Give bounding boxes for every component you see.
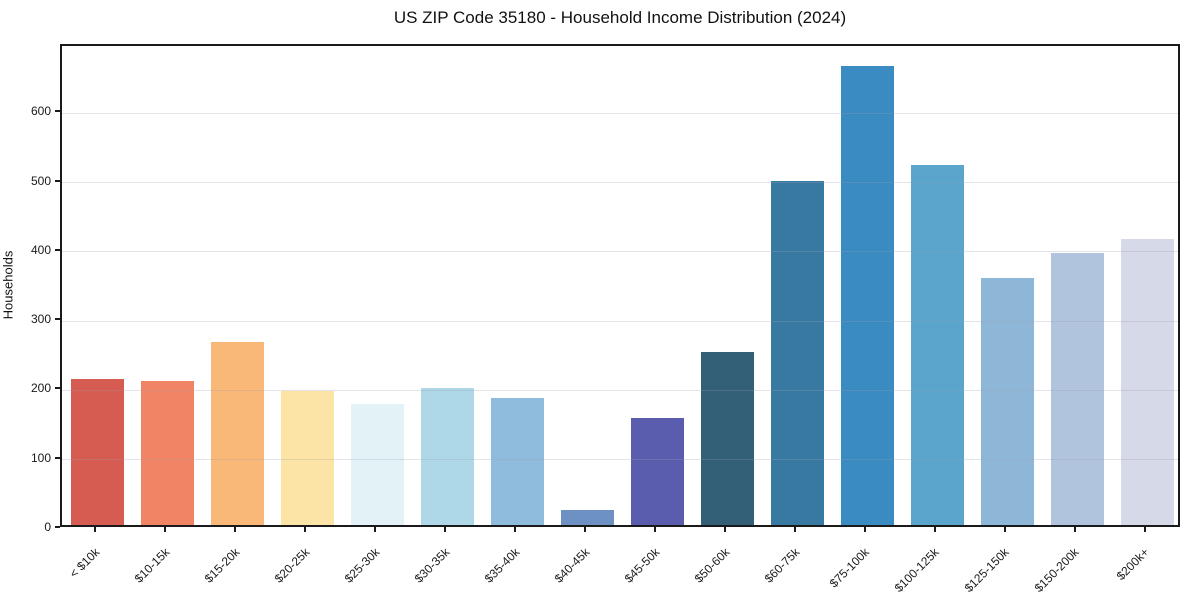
x-tick-label-15: $150-200k: [1031, 545, 1082, 595]
x-tick-label-12: $75-100k: [826, 545, 872, 591]
bar-9: [631, 418, 684, 525]
x-tick-mark-7: [514, 527, 516, 532]
plot-area: [60, 44, 1180, 527]
x-tick-label-7: $35-40k: [481, 545, 522, 586]
bar-14: [981, 278, 1034, 525]
bar-1: [71, 379, 124, 525]
x-tick-label-13: $100-125k: [891, 545, 942, 595]
gridline-500: [62, 182, 1178, 183]
x-tick-mark-5: [374, 527, 376, 532]
x-tick-label-1: < $10k: [66, 545, 102, 581]
y-tick-label-300: 300: [30, 312, 51, 327]
bar-16: [1121, 239, 1174, 525]
y-axis-title-text: Households: [0, 250, 16, 320]
gridline-400: [62, 251, 1178, 253]
bar-15: [1051, 253, 1104, 525]
y-tick-label-100: 100: [30, 450, 51, 465]
x-tick-mark-11: [794, 527, 796, 532]
x-tick-label-14: $125-150k: [961, 545, 1012, 595]
y-tick-label-500: 500: [30, 173, 51, 188]
bar-5: [351, 404, 404, 525]
x-tick-mark-3: [234, 527, 236, 532]
x-tick-mark-16: [1144, 527, 1146, 532]
x-tick-label-9: $45-50k: [621, 545, 662, 586]
x-tick-mark-12: [864, 527, 866, 532]
bar-8: [561, 510, 614, 525]
y-tick-mark-600: [55, 110, 60, 113]
x-tick-label-16: $200k+: [1113, 545, 1152, 584]
bar-4: [281, 391, 334, 525]
gridline-200: [62, 389, 1178, 391]
bar-12: [841, 66, 894, 525]
bar-7: [491, 398, 544, 525]
x-tick-label-4: $20-25k: [271, 545, 312, 586]
x-tick-mark-2: [164, 527, 166, 532]
bar-10: [701, 352, 754, 525]
bar-3: [211, 342, 264, 525]
x-tick-mark-9: [654, 527, 656, 532]
y-tick-label-200: 200: [30, 381, 51, 396]
x-tick-label-8: $40-45k: [551, 545, 592, 586]
y-tick-mark-300: [55, 318, 60, 321]
y-tick-mark-200: [55, 387, 60, 390]
bar-13: [911, 165, 964, 525]
x-tick-mark-13: [934, 527, 936, 532]
gridline-300: [62, 320, 1178, 322]
x-tick-mark-1: [94, 527, 96, 532]
x-tick-label-6: $30-35k: [411, 545, 452, 586]
x-tick-mark-10: [724, 527, 726, 532]
gridline-600: [62, 112, 1178, 114]
y-tick-mark-0: [55, 526, 60, 528]
chart-title: US ZIP Code 35180 - Household Income Dis…: [393, 8, 847, 27]
y-tick-mark-100: [55, 456, 60, 459]
x-tick-mark-4: [304, 527, 306, 532]
x-tick-label-3: $15-20k: [201, 545, 242, 586]
bar-2: [141, 381, 194, 525]
bar-11: [771, 181, 824, 525]
x-tick-label-10: $50-60k: [691, 545, 732, 586]
x-tick-label-2: $10-15k: [131, 545, 172, 586]
y-tick-mark-400: [55, 248, 60, 251]
x-tick-mark-14: [1004, 527, 1006, 532]
gridline-100: [62, 459, 1178, 461]
x-tick-mark-15: [1074, 527, 1076, 532]
x-tick-mark-8: [584, 527, 586, 532]
x-tick-mark-6: [444, 527, 446, 532]
x-tick-label-5: $25-30k: [341, 545, 382, 586]
x-tick-label-11: $60-75k: [761, 545, 802, 586]
y-tick-label-600: 600: [30, 104, 51, 119]
bar-6: [421, 388, 474, 525]
y-tick-mark-500: [55, 179, 60, 182]
y-tick-label-0: 0: [44, 520, 51, 534]
y-tick-label-400: 400: [30, 242, 51, 257]
